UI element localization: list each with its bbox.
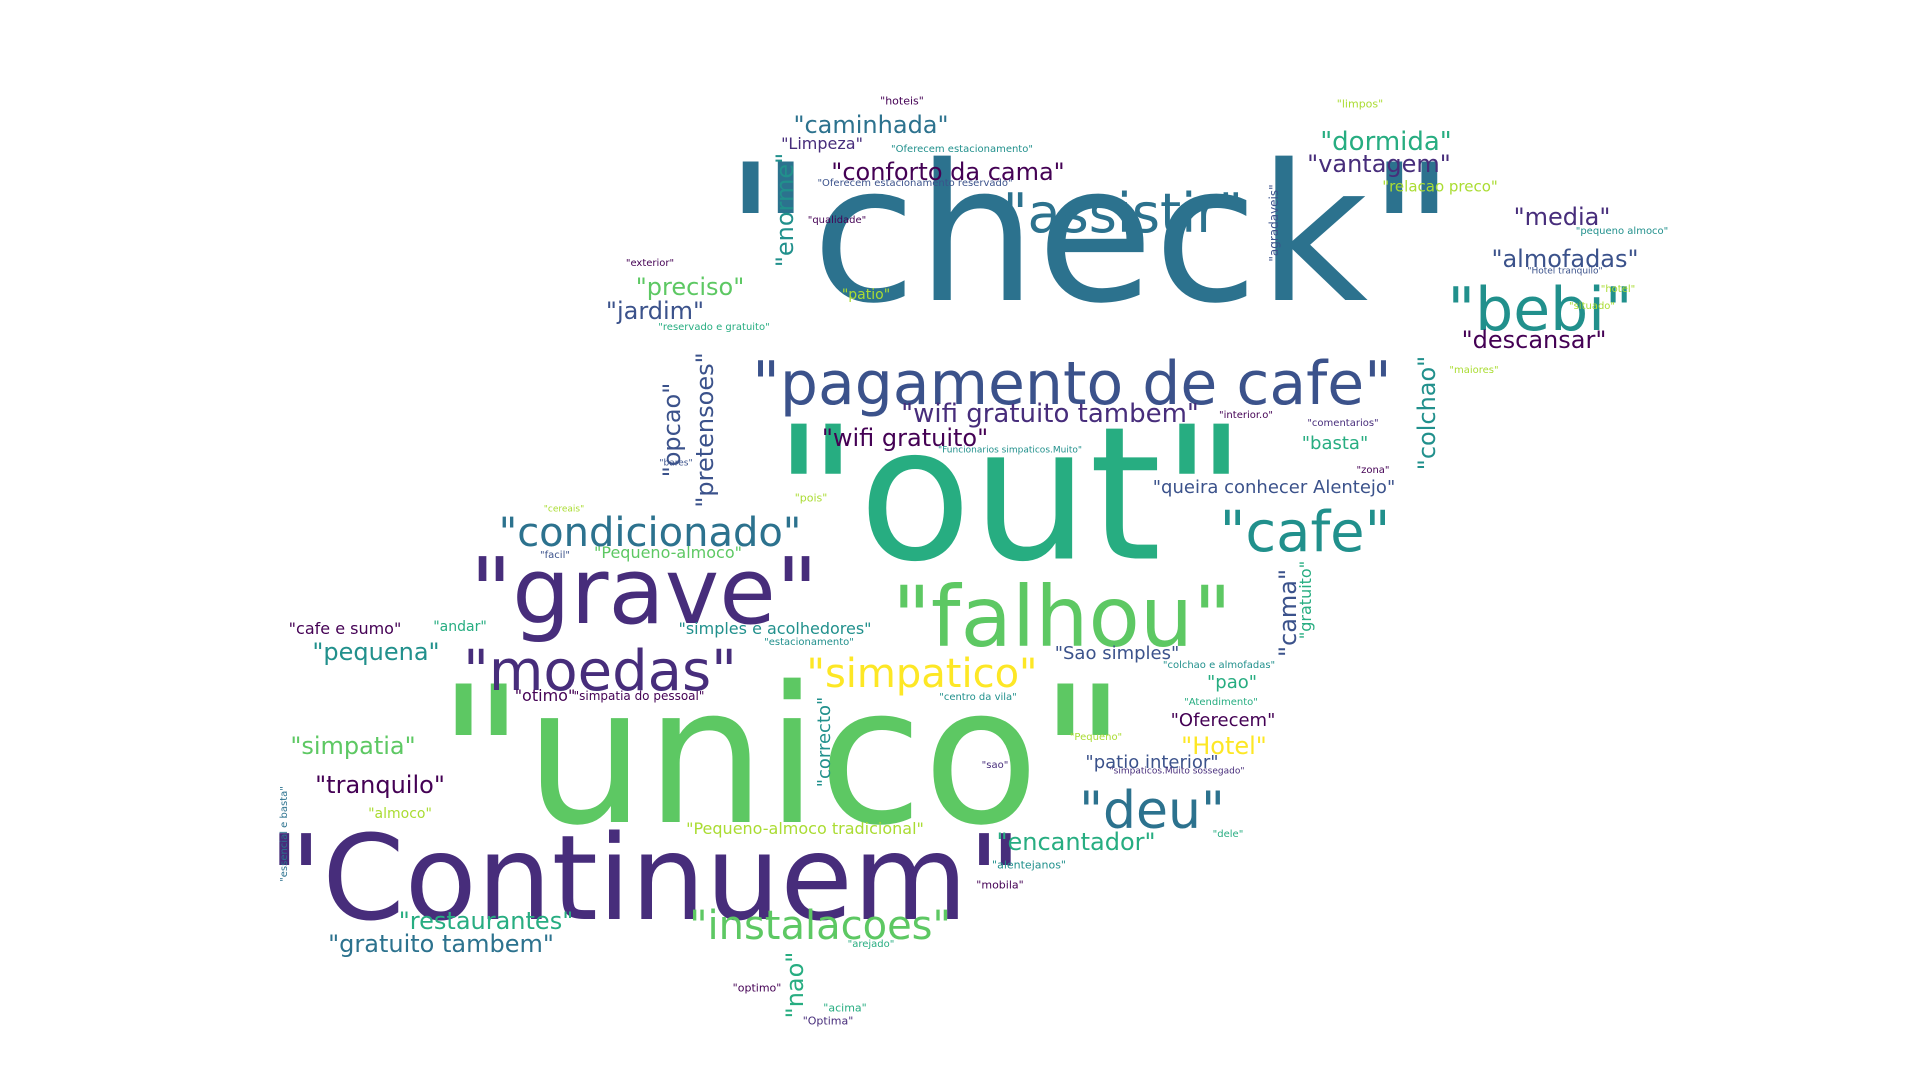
word-wifi-gratuito-tambem: "wifi gratuito tambem" bbox=[901, 399, 1199, 429]
word-cafe: "cafe" bbox=[1219, 500, 1391, 565]
word-deu: "deu" bbox=[1079, 781, 1225, 841]
word-pequena: "pequena" bbox=[312, 638, 440, 666]
word-falhou: "falhou" bbox=[892, 568, 1232, 666]
word-encantador: "encantador" bbox=[996, 828, 1156, 856]
word-simpatia-do-pessoal: "simpatia do pessoal" bbox=[573, 689, 705, 703]
word-basta: "basta" bbox=[1301, 433, 1369, 454]
word-centro-da-vila: "centro da vila" bbox=[939, 692, 1017, 703]
word-oferecem: "Oferecem" bbox=[1170, 710, 1276, 731]
word-pequeno-almoco-tradicional: "Pequeno-almoco tradicional" bbox=[686, 819, 924, 838]
word-pequeno-almoco-hyphen: "Pequeno-almoco" bbox=[594, 543, 742, 562]
word-patio-interior: "patio interior" bbox=[1085, 752, 1219, 773]
word-continuem: "Continuem" bbox=[267, 809, 1023, 947]
word-estacionamento: "estacionamento" bbox=[764, 637, 854, 648]
word-relacao-preco: "relacao preco" bbox=[1382, 177, 1498, 196]
word-unico: "unico" bbox=[437, 646, 1127, 867]
word-facil: "facil" bbox=[540, 550, 570, 561]
word-agradaveis: "agradaveis" bbox=[1267, 184, 1281, 262]
word-reservado-e-gratuito: "reservado e gratuito" bbox=[658, 322, 770, 333]
word-otimo: "otimo" bbox=[514, 686, 576, 705]
word-exterior: "exterior" bbox=[625, 258, 675, 269]
word-pequeno-almoco: "pequeno almoco" bbox=[1575, 226, 1669, 237]
word-restaurantes: "restaurantes" bbox=[398, 907, 574, 935]
word-cafe-e-sumo: "cafe e sumo" bbox=[288, 619, 402, 638]
word-hotel: "hotel" bbox=[1600, 284, 1636, 295]
word-pao: "pao" bbox=[1206, 672, 1258, 693]
word-qualidade: "qualidade" bbox=[807, 215, 867, 226]
word-dormida: "dormida" bbox=[1320, 127, 1452, 157]
word-optimo: "optimo" bbox=[732, 981, 782, 995]
word-media: "media" bbox=[1513, 203, 1611, 231]
word-nao: "nao" bbox=[781, 951, 809, 1019]
word-vantagem: "vantagem" bbox=[1307, 150, 1451, 178]
word-bebi: "bebi" bbox=[1447, 275, 1633, 345]
word-zona: "zona" bbox=[1356, 465, 1390, 476]
word-limpos: "limpos" bbox=[1336, 97, 1384, 111]
word-correcto: "correcto" bbox=[814, 696, 835, 788]
word-out: "out" bbox=[773, 386, 1247, 603]
word-hoteis: "hoteis" bbox=[880, 94, 924, 108]
word-cereais: "cereais" bbox=[543, 504, 585, 515]
word-dele: "dele" bbox=[1212, 829, 1244, 840]
word-tranquilo: "tranquilo" bbox=[315, 771, 445, 799]
word-sao: "sao" bbox=[981, 760, 1009, 771]
word-alentejanos: "alentejanos" bbox=[992, 858, 1066, 872]
word-check: "check" bbox=[724, 124, 1456, 345]
word-pagamento-de-cafe: "pagamento de cafe" bbox=[752, 349, 1392, 419]
word-conforto-da-cama: "conforto da cama" bbox=[831, 158, 1065, 186]
word-limpeza: "Limpeza" bbox=[781, 134, 863, 153]
word-sao-simples: "Sao simples" bbox=[1054, 643, 1180, 664]
word-almofadas: "almofadas" bbox=[1491, 245, 1639, 273]
word-queira-conhecer-alentejo: "queira conhecer Alentejo" bbox=[1152, 477, 1396, 498]
word-simpatico: "simpatico" bbox=[806, 651, 1038, 697]
word-simples-e-acolhedores: "simples e acolhedores" bbox=[678, 619, 872, 638]
word-simpatia: "simpatia" bbox=[290, 732, 416, 760]
word-colchao: "colchao" bbox=[1413, 355, 1441, 471]
word-funcionarios-simpaticos: "Funcionarios simpaticos.Muito" bbox=[937, 445, 1083, 456]
word-wifi-gratuito: "wifi gratuito" bbox=[821, 424, 989, 452]
word-interior-o: "interior.o" bbox=[1219, 410, 1273, 421]
word-pretensoes: "pretensoes" bbox=[691, 352, 719, 508]
word-arejado: "arejado" bbox=[847, 939, 895, 950]
word-situado: "situado" bbox=[1568, 301, 1616, 312]
word-comentarios: "comentarios" bbox=[1307, 418, 1379, 429]
word-oferecem-estacionamento-reservado: "Oferecem estacionamento reservado" bbox=[817, 178, 1013, 189]
word-atendimento: "Atendimento" bbox=[1184, 697, 1258, 708]
word-jardim: "jardim" bbox=[605, 297, 705, 325]
word-pequeno: "Pequeno" bbox=[1069, 732, 1123, 743]
word-simpaticos-muito-sossegado: "simpaticos.Muito sossegado" bbox=[1109, 766, 1245, 777]
word-bares: "bares" bbox=[659, 458, 693, 469]
word-hotel-upper: "Hotel" bbox=[1181, 732, 1267, 760]
word-assistir: "assistir" bbox=[1002, 182, 1244, 245]
word-grave: "grave" bbox=[469, 538, 819, 645]
word-oferecem-estacionamento: "Oferecem estacionamento" bbox=[891, 144, 1033, 155]
word-caminhada: "caminhada" bbox=[793, 111, 949, 139]
word-instalacoes: "instalacoes" bbox=[689, 903, 951, 949]
word-pois: "pois" bbox=[794, 491, 828, 505]
word-mobila: "mobila" bbox=[976, 878, 1024, 892]
word-hotel-tranquilo: "Hotel tranquilo" bbox=[1527, 266, 1603, 277]
word-patio: "patio" bbox=[841, 287, 891, 303]
word-enorme: "enorme" bbox=[771, 152, 799, 268]
word-colchao-e-almofadas: "colchao e almofadas" bbox=[1162, 660, 1276, 671]
word-moedas: "moedas" bbox=[463, 639, 737, 704]
word-condicionado: "condicionado" bbox=[498, 510, 802, 556]
word-almoco: "almoco" bbox=[368, 806, 432, 822]
word-gratuito-tambem: "gratuito tambem" bbox=[328, 930, 554, 958]
word-maiores: "maiores" bbox=[1449, 365, 1499, 376]
word-preciso: "preciso" bbox=[635, 273, 745, 301]
word-acima: "acima" bbox=[823, 1001, 867, 1015]
word-andar: "andar" bbox=[433, 619, 487, 635]
word-essencial-e-basta: "essencial e basta" bbox=[279, 786, 290, 882]
word-gratuito: "gratuito" bbox=[1296, 560, 1315, 640]
word-descansar: "descansar" bbox=[1461, 326, 1607, 354]
word-optima: "Optima" bbox=[802, 1014, 854, 1028]
